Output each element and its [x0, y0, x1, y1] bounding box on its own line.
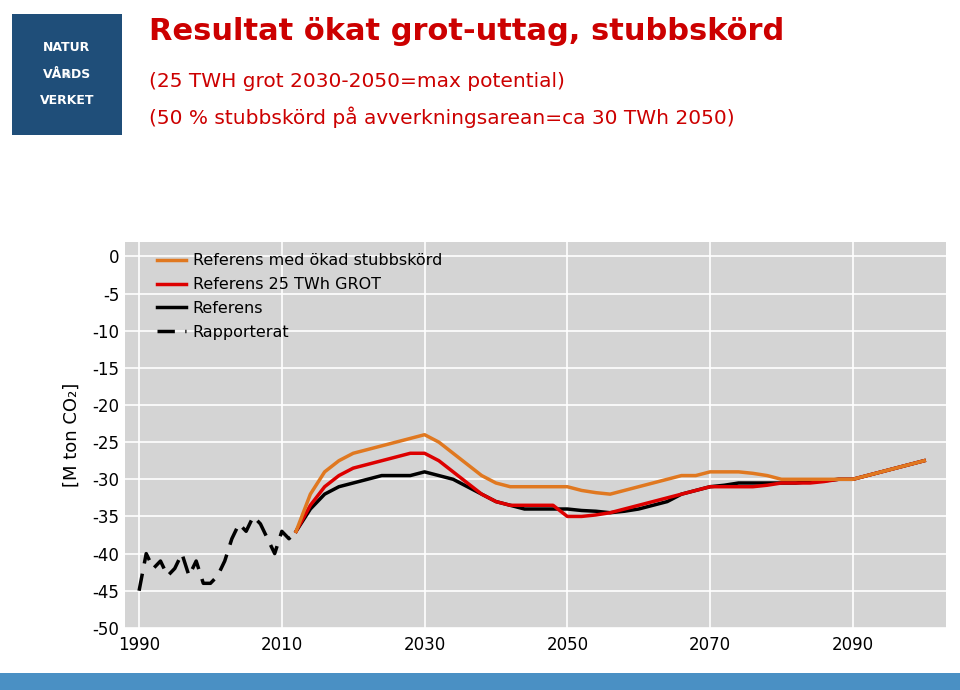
- Legend: Referens med ökad stubbskörd, Referens 25 TWh GROT, Referens, Rapporterat: Referens med ökad stubbskörd, Referens 2…: [157, 253, 442, 339]
- Text: NATUR: NATUR: [43, 41, 90, 54]
- Text: VÅRDS: VÅRDS: [42, 68, 91, 81]
- Y-axis label: [M ton CO₂]: [M ton CO₂]: [63, 382, 82, 487]
- Text: Resultat ökat grot-uttag, stubbskörd: Resultat ökat grot-uttag, stubbskörd: [149, 17, 784, 46]
- Text: VERKET: VERKET: [39, 95, 94, 107]
- Text: (25 TWH grot 2030-2050=max potential): (25 TWH grot 2030-2050=max potential): [149, 72, 564, 92]
- Text: (50 % stubbskörd på avverkningsarean=ca 30 TWh 2050): (50 % stubbskörd på avverkningsarean=ca …: [149, 107, 734, 128]
